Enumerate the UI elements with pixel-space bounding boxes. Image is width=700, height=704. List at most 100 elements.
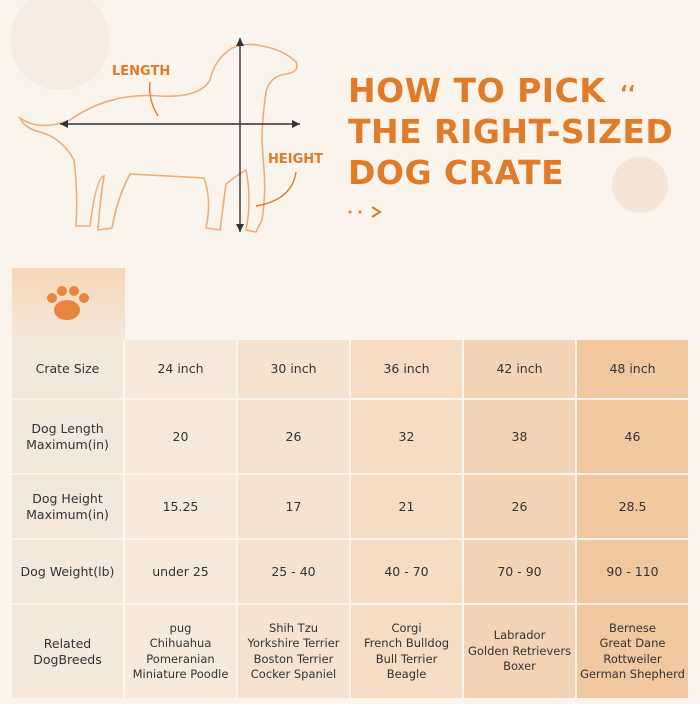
length-pointer	[148, 81, 159, 117]
table-cell: 26	[238, 400, 351, 475]
cell-text: 36 inch	[383, 361, 430, 376]
table-cell: 42 inch	[464, 340, 577, 400]
row-label-text: Dog Length Maximum(in)	[26, 421, 109, 453]
cell-text: 70 - 90	[497, 563, 542, 579]
row-label-line: Dog Height	[32, 490, 103, 506]
cell-text: 26	[285, 428, 302, 444]
cell-text: 24 inch	[157, 361, 204, 376]
breed-name: Beagle	[386, 667, 427, 681]
row-label-line: Maximum(in)	[26, 506, 109, 522]
breed-name: Corgi	[391, 620, 422, 635]
breed-name: Pomeranian	[146, 651, 215, 666]
cell-text: 90 - 110	[606, 563, 659, 579]
paw-icon	[47, 286, 89, 320]
table-cell: 32	[351, 400, 464, 475]
cell-text: 46	[624, 428, 641, 444]
breed-name: German Shepherd	[580, 667, 685, 681]
row-label-line: Dog Weight(lb)	[20, 563, 115, 579]
breed-name: Bull Terrier	[375, 651, 438, 666]
table-cell: 46	[577, 400, 690, 475]
breed-name: Miniature Poodle	[132, 667, 229, 681]
title-line: DOG CRATE	[348, 153, 565, 192]
row-label-line: Crate Size	[35, 361, 100, 376]
breed-name: Rottweiler	[603, 651, 662, 666]
cell-text: 28.5	[618, 498, 647, 514]
title: HOW TO PICK THE RIGHT-SIZED DOG CRATE	[348, 70, 673, 193]
table-cell: Labrador Golden Retrievers Boxer	[464, 605, 577, 700]
height-label: HEIGHT	[268, 152, 323, 167]
table-cell: 28.5	[577, 475, 690, 540]
table-cell: 48 inch	[577, 340, 690, 400]
row-label-text: Crate Size	[36, 361, 100, 377]
title-line: THE RIGHT-SIZED	[348, 112, 674, 151]
table-cell: 15.25	[125, 475, 238, 540]
table-cell: 40 - 70	[351, 540, 464, 605]
cell-text: 25 - 40	[271, 563, 316, 579]
cell-text: 15.25	[162, 498, 199, 514]
title-line: HOW TO PICK	[348, 71, 606, 110]
table-cell: 17	[238, 475, 351, 540]
row-label-text: Dog Weight(lb)	[21, 564, 115, 580]
cell-text: 32	[398, 428, 415, 444]
breed-name: Great Dane	[599, 636, 666, 650]
bg-circle	[10, 0, 110, 90]
deco-quote: ‘‘	[620, 81, 635, 105]
cell-text: 40 - 70	[384, 563, 429, 579]
row-label: Related DogBreeds	[12, 605, 125, 700]
breed-name: Boston Terrier	[253, 651, 334, 666]
dog-outline	[18, 43, 298, 233]
deco-arrow	[371, 206, 382, 218]
row-label: Dog Height Maximum(in)	[12, 475, 125, 540]
table-cell: 38	[464, 400, 577, 475]
header-cell	[12, 268, 125, 340]
table-cell: 70 - 90	[464, 540, 577, 605]
deco-dot	[358, 210, 362, 214]
row-label-line: DogBreeds	[33, 651, 102, 667]
row-label-text: Related DogBreeds	[33, 636, 101, 668]
table-cell: 24 inch	[125, 340, 238, 400]
cell-text: 20	[172, 428, 189, 444]
table-cell: 90 - 110	[577, 540, 690, 605]
breed-name: pug	[169, 620, 192, 635]
cell-text: Shih Tzu Yorkshire Terrier Boston Terrier C…	[248, 621, 340, 683]
row-label: Dog Weight(lb)	[12, 540, 125, 605]
dog-diagram: LENGTH HEIGHT ‘‘	[10, 0, 668, 233]
cell-text: 30 inch	[270, 361, 317, 376]
breed-name: Boxer	[503, 659, 536, 674]
row-label-text: Dog Height Maximum(in)	[26, 491, 109, 523]
breed-name: French Bulldog	[363, 636, 450, 650]
cell-text: pug Chihuahua Pomeranian Miniature Poodle	[133, 621, 229, 683]
table-cell: 20	[125, 400, 238, 475]
deco-dot	[348, 210, 352, 214]
breed-name: Golden Retrievers	[467, 643, 572, 658]
table-cell: under 25	[125, 540, 238, 605]
cell-text: Labrador Golden Retrievers Boxer	[468, 628, 571, 675]
table-cell: pug Chihuahua Pomeranian Miniature Poodle	[125, 605, 238, 700]
breed-name: Chihuahua	[149, 636, 212, 650]
row-label-line: Maximum(in)	[26, 436, 109, 452]
cell-text: Bernese Great Dane Rottweiler German Shephe…	[580, 621, 685, 683]
row-label: Crate Size	[12, 340, 125, 400]
cell-text: 26	[511, 498, 528, 514]
length-label: LENGTH	[112, 64, 170, 79]
cell-text: 42 inch	[496, 361, 543, 376]
table-cell: 26	[464, 475, 577, 540]
size-table: Crate Size 24 inch 30 inch 36 inch 42 inch 48…	[12, 268, 690, 700]
table-cell: Corgi French Bulldog Bull Terrier Beagle	[351, 605, 464, 700]
breed-name: Yorkshire Terrier	[247, 636, 340, 650]
table-cell: Bernese Great Dane Rottweiler German Shephe…	[577, 605, 690, 700]
cell-text: 48 inch	[609, 361, 656, 376]
cell-text: Corgi French Bulldog Bull Terrier Beagle	[364, 621, 449, 683]
cell-text: 38	[511, 428, 528, 444]
row-label: Dog Length Maximum(in)	[12, 400, 125, 475]
breed-name: Bernese	[609, 620, 656, 635]
height-pointer	[255, 171, 297, 207]
table-cell: 25 - 40	[238, 540, 351, 605]
row-label-line: Dog Length	[31, 420, 104, 436]
table-cell: 36 inch	[351, 340, 464, 400]
breed-name: Labrador	[493, 628, 546, 643]
cell-text: under 25	[152, 563, 209, 579]
table-cell: 21	[351, 475, 464, 540]
cell-text: 21	[398, 498, 415, 514]
